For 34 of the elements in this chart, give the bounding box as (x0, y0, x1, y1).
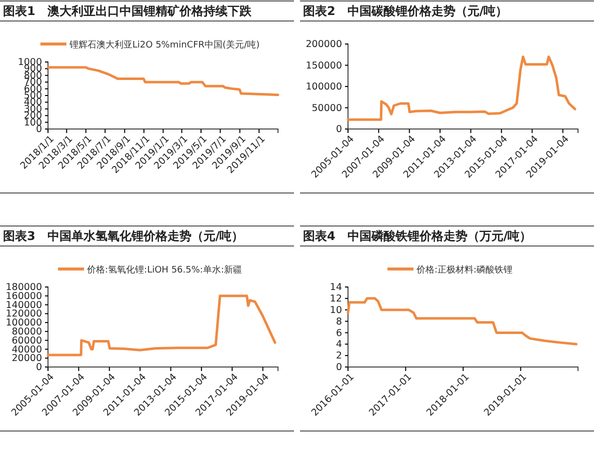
y-tick-label: 180000 (6, 282, 42, 294)
legend-label: 价格:正极材料:磷酸铁锂 (415, 264, 513, 276)
y-tick-label: 14 (330, 282, 342, 294)
y-tick-label: 60000 (12, 335, 42, 346)
legend-label: 锂辉石澳大利亚Li2O 5%minCFR中国(美元/吨) (68, 40, 260, 50)
chart-title: 图表3 中国单水氢氧化锂价格走势（元/吨） (3, 229, 244, 243)
y-tick-label: 50000 (312, 102, 342, 114)
y-tick-label: 0 (336, 362, 342, 374)
y-tick-label: 160000 (6, 290, 42, 302)
y-tick-label: 100000 (306, 82, 342, 93)
y-tick-label: 8 (336, 316, 342, 328)
line-series (46, 66, 280, 96)
y-tick-label: 2 (336, 350, 342, 362)
y-tick-label: 0 (336, 124, 342, 136)
chart-title: 图表4 中国磷酸铁锂价格走势（万元/吨） (303, 229, 532, 243)
y-tick-label: 140000 (6, 300, 42, 311)
y-tick-label: 200000 (306, 39, 342, 50)
line-series (46, 294, 276, 356)
y-tick-label: 80000 (12, 326, 42, 338)
y-tick-label: 6 (336, 328, 342, 339)
line-series (346, 56, 576, 121)
chart-title: 图表1 澳大利亚出口中国锂精矿价格持续下跌 (3, 4, 252, 18)
y-tick-label: 10 (330, 304, 342, 316)
y-tick-label: 4 (336, 339, 342, 350)
y-tick-label: 40000 (12, 344, 42, 356)
y-tick-label: 150000 (306, 60, 342, 72)
y-tick-label: 20000 (12, 353, 42, 364)
line-series (346, 297, 578, 346)
y-tick-label: 0 (36, 362, 42, 374)
chart-title: 图表2 中国碳酸锂价格走势（元/吨） (303, 4, 508, 18)
y-tick-label: 120000 (6, 308, 42, 320)
legend-label: 价格:氢氧化锂:LiOH 56.5%:单水:新疆 (86, 264, 242, 276)
y-tick-label: 12 (330, 293, 342, 304)
y-tick-label: 100000 (6, 318, 42, 329)
